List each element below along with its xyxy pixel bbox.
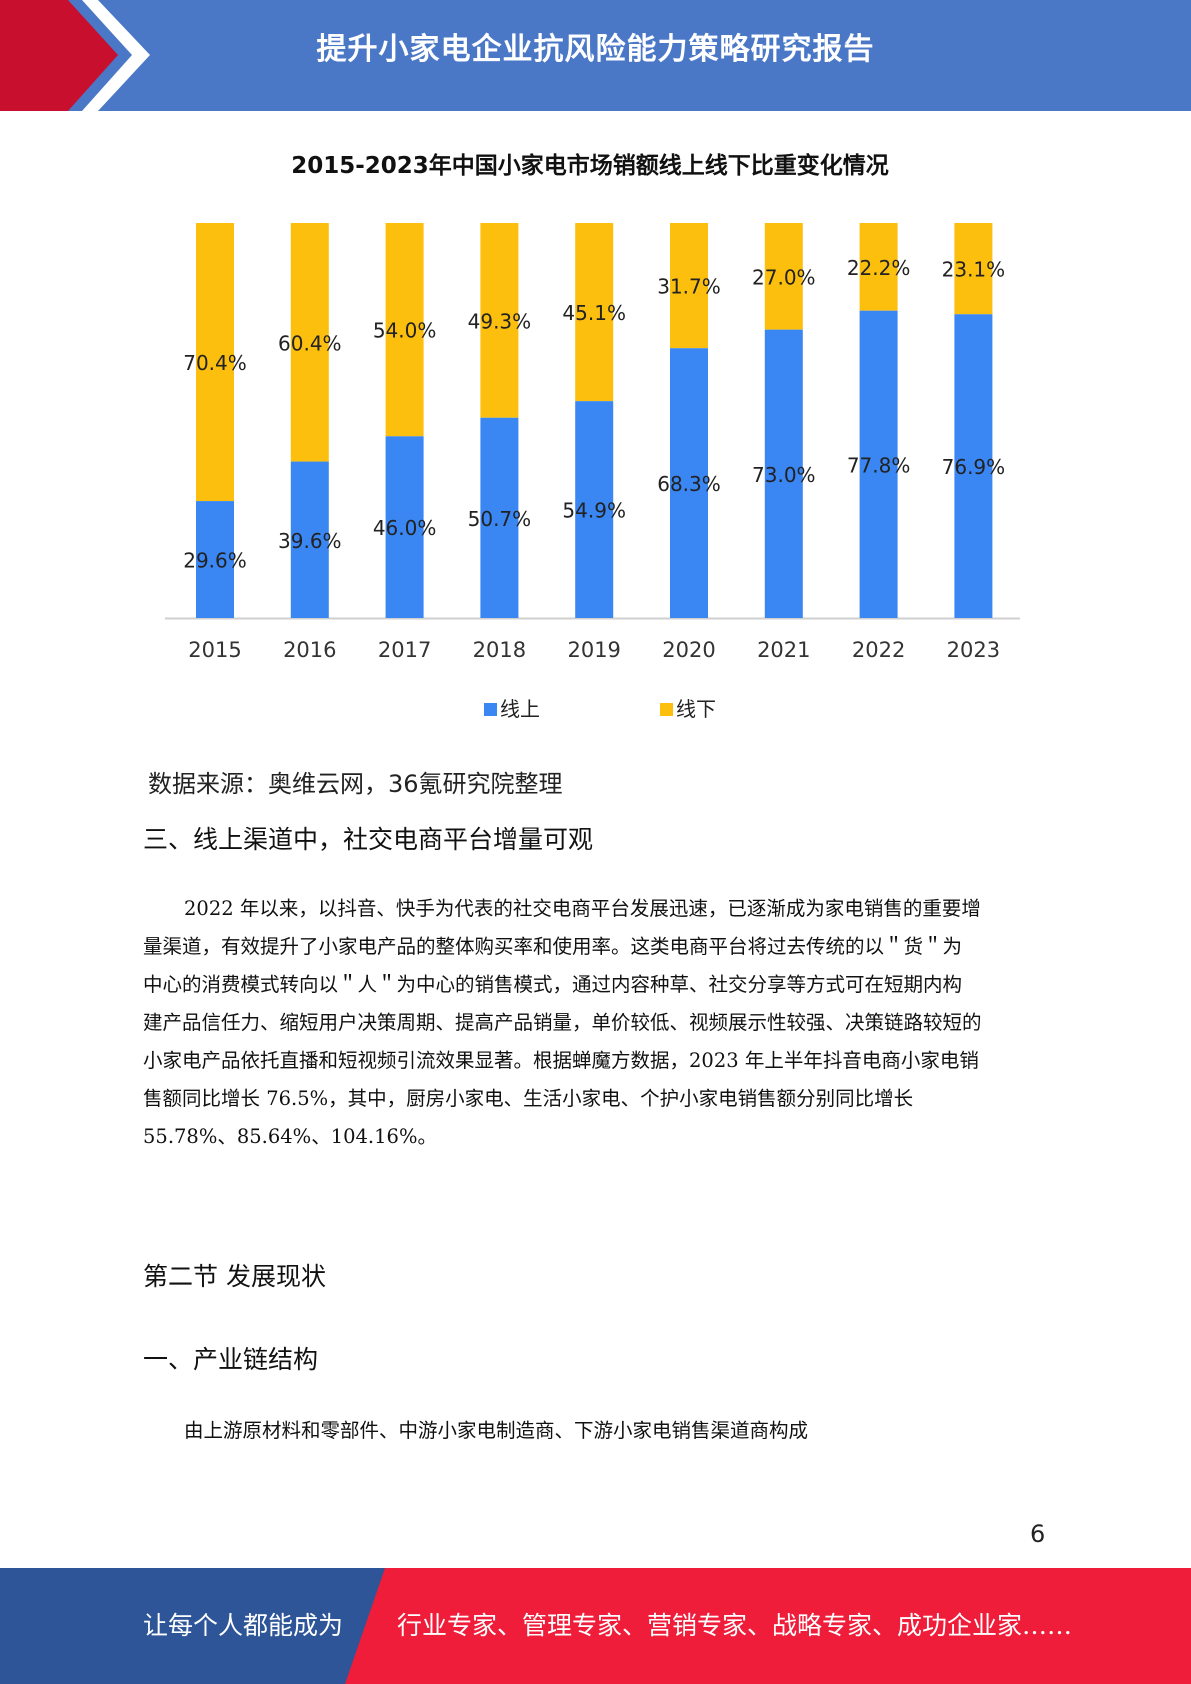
bar-offline <box>954 223 993 315</box>
data-label-offline: 31.7% <box>657 275 721 299</box>
data-label-offline: 54.0% <box>373 319 437 343</box>
data-label-online: 77.8% <box>847 453 911 477</box>
bar-offline <box>385 223 424 437</box>
x-tick-label: 2016 <box>283 638 336 662</box>
stacked-bar-chart: 2015-2023年中国小家电市场销额线上线下比重变化情况 70.4% 29.6% 2… <box>165 152 1020 721</box>
bar-online <box>670 348 708 618</box>
x-tick-label: 2022 <box>852 638 905 662</box>
paragraph-line: 售额同比增长 76.5%，其中，厨房小家电、生活小家电、个护小家电销售额分别同比… <box>143 1087 914 1110</box>
page-header: 提升小家电企业抗风险能力策略研究报告 <box>0 0 1191 111</box>
data-label-online: 50.7% <box>468 507 532 531</box>
data-source-note: 数据来源：奥维云网，36氪研究院整理 <box>148 770 563 798</box>
bar-offline <box>670 223 708 349</box>
bar-offline <box>764 223 803 330</box>
bar-offline <box>859 223 898 311</box>
x-tick-label: 2019 <box>567 638 620 662</box>
page-number: 6 <box>1030 1520 1046 1548</box>
section-heading-development-status: 第二节 发展现状 <box>143 1262 326 1291</box>
x-tick-label: 2018 <box>473 638 526 662</box>
data-label-offline: 70.4% <box>183 351 247 375</box>
header-arrow-decoration <box>0 0 150 111</box>
legend-swatch <box>484 703 497 716</box>
bar-online <box>764 329 803 618</box>
legend-swatch <box>660 703 673 716</box>
data-label-online: 76.9% <box>942 455 1006 479</box>
paragraph-social-ecommerce: 2022 年以来，以抖音、快手为代表的社交电商平台发展迅速，已逐渐成为家电销售的… <box>143 890 1048 1156</box>
x-tick-label: 2021 <box>757 638 810 662</box>
section-heading-social-ecommerce: 三、线上渠道中，社交电商平台增量可观 <box>143 825 594 854</box>
x-tick-label: 2015 <box>188 638 241 662</box>
data-label-offline: 23.1% <box>942 258 1006 282</box>
chart-title: 2015-2023年中国小家电市场销额线上线下比重变化情况 <box>291 152 889 179</box>
section-heading-industry-chain: 一、产业链结构 <box>143 1345 319 1374</box>
bar-offline <box>290 223 329 462</box>
bar-online <box>954 314 993 618</box>
x-tick-label: 2020 <box>662 638 715 662</box>
paragraph-line: 建产品信任力、缩短用户决策周期、提高产品销量，单价较低、视频展示性较强、决策链路… <box>143 1011 982 1034</box>
data-label-online: 54.9% <box>562 499 626 523</box>
data-label-online: 29.6% <box>183 549 247 573</box>
page-footer: 让每个人都能成为 行业专家、管理专家、营销专家、战略专家、成功企业家…… <box>0 1568 1191 1684</box>
paragraph-line: 小家电产品依托直播和短视频引流效果显著。根据蝉魔方数据，2023 年上半年抖音电… <box>143 1049 979 1072</box>
bar-online <box>480 417 519 618</box>
paragraph-line: 中心的消费模式转向以＂人＂为中心的销售模式，通过内容种草、社交分享等方式可在短期… <box>143 973 963 996</box>
bar-online <box>575 401 614 618</box>
data-label-offline: 27.0% <box>752 265 816 289</box>
bar-offline <box>575 223 614 402</box>
data-label-offline: 49.3% <box>468 309 532 333</box>
bar-online <box>859 310 898 618</box>
data-label-online: 46.0% <box>373 516 437 540</box>
bar-online <box>290 461 329 618</box>
bar-offline <box>196 223 234 502</box>
x-tick-label: 2023 <box>947 638 1000 662</box>
x-tick-label: 2017 <box>378 638 431 662</box>
data-label-offline: 22.2% <box>847 256 911 280</box>
paragraph-industry-chain: 由上游原材料和零部件、中游小家电制造商、下游小家电销售渠道商构成 <box>184 1419 809 1442</box>
bar-online <box>385 436 424 618</box>
data-label-online: 39.6% <box>278 529 342 553</box>
legend-label: 线下 <box>676 697 716 721</box>
footer-background <box>0 1568 1191 1684</box>
bar-offline <box>480 223 519 418</box>
paragraph-line: 量渠道，有效提升了小家电产品的整体购买率和使用率。这类电商平台将过去传统的以＂货… <box>143 935 963 958</box>
chart-figure: 2015-2023年中国小家电市场销额线上线下比重变化情况 70.4% 29.6% 2… <box>140 140 1040 740</box>
footer-slogan-left: 让每个人都能成为 <box>143 1611 344 1640</box>
paragraph-line: 55.78%、85.64%、104.16%。 <box>143 1125 437 1148</box>
legend-label: 线上 <box>500 697 540 721</box>
bar-online <box>196 501 234 618</box>
paragraph-line: 2022 年以来，以抖音、快手为代表的社交电商平台发展迅速，已逐渐成为家电销售的… <box>184 897 981 920</box>
footer-slogan-right: 行业专家、管理专家、营销专家、战略专家、成功企业家…… <box>397 1611 1073 1640</box>
report-title: 提升小家电企业抗风险能力策略研究报告 <box>316 32 875 67</box>
data-label-online: 68.3% <box>657 472 721 496</box>
data-label-offline: 60.4% <box>278 331 342 355</box>
data-label-offline: 45.1% <box>562 301 626 325</box>
data-label-online: 73.0% <box>752 463 816 487</box>
